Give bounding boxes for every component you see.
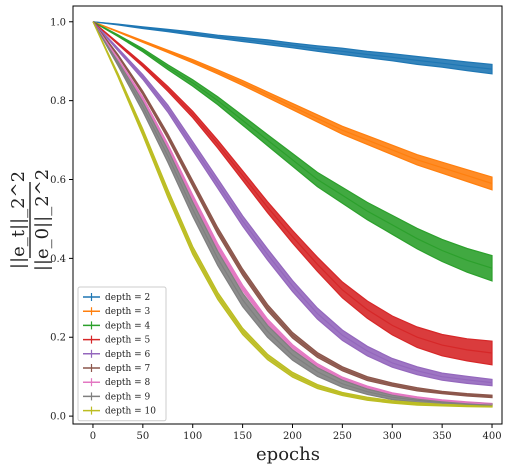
y-tick-label: 0.2 xyxy=(50,333,66,344)
series-band-3 xyxy=(92,21,493,282)
x-tick-label: 150 xyxy=(233,431,252,442)
series-line-1 xyxy=(92,21,493,70)
x-tick-label: 0 xyxy=(90,431,96,442)
y-tick-label: 1.0 xyxy=(50,17,66,28)
x-tick-label: 300 xyxy=(383,431,402,442)
y-axis-label: ||e_t||_2^2 ||e_0||_2^2 xyxy=(8,169,53,271)
x-axis: 0 50 100 150 200 250 300 350 400 xyxy=(90,424,502,442)
series-line-9 xyxy=(92,21,493,407)
legend-label-8: depth = 9 xyxy=(105,392,151,402)
legend-label-9: depth = 10 xyxy=(105,407,156,417)
x-tick-label: 50 xyxy=(136,431,149,442)
legend: depth = 2 depth = 3 depth = 4 depth = 5 dept… xyxy=(77,286,167,422)
series-line-4 xyxy=(92,21,493,354)
y-axis: 0.0 0.2 0.4 0.6 0.8 1.0 xyxy=(50,17,73,423)
series-band-6 xyxy=(92,21,493,399)
y-tick-label: 0.6 xyxy=(50,175,66,186)
series-line-3 xyxy=(92,21,493,269)
legend-label-5: depth = 6 xyxy=(105,350,151,360)
x-tick-label: 350 xyxy=(433,431,452,442)
legend-box xyxy=(77,286,167,422)
legend-label-3: depth = 4 xyxy=(105,321,151,331)
y-tick-label: 0.8 xyxy=(50,96,66,107)
series-line-2 xyxy=(92,21,493,185)
x-tick-label: 100 xyxy=(183,431,202,442)
y-axis-label-denominator: ||e_0||_2^2 xyxy=(32,169,53,271)
x-axis-label: epochs xyxy=(256,444,320,465)
x-tick-label: 200 xyxy=(283,431,302,442)
series-line-7 xyxy=(92,21,493,405)
x-tick-label: 250 xyxy=(333,431,352,442)
series-line-6 xyxy=(92,21,493,397)
legend-label-2: depth = 3 xyxy=(105,307,151,317)
x-tick-label: 400 xyxy=(482,431,501,442)
series-band-1 xyxy=(92,21,493,75)
series-line-8 xyxy=(92,21,493,406)
legend-label-6: depth = 7 xyxy=(105,364,151,374)
y-tick-label: 0.0 xyxy=(50,412,66,423)
legend-label-4: depth = 5 xyxy=(105,336,151,346)
y-tick-label: 0.4 xyxy=(50,254,66,265)
plot-frame xyxy=(72,5,503,425)
legend-label-1: depth = 2 xyxy=(105,293,150,303)
plot-area xyxy=(72,5,503,425)
series-line-5 xyxy=(92,21,493,384)
y-axis-label-numerator: ||e_t||_2^2 xyxy=(8,171,29,269)
series-lines xyxy=(92,21,493,407)
legend-label-7: depth = 8 xyxy=(105,378,151,388)
